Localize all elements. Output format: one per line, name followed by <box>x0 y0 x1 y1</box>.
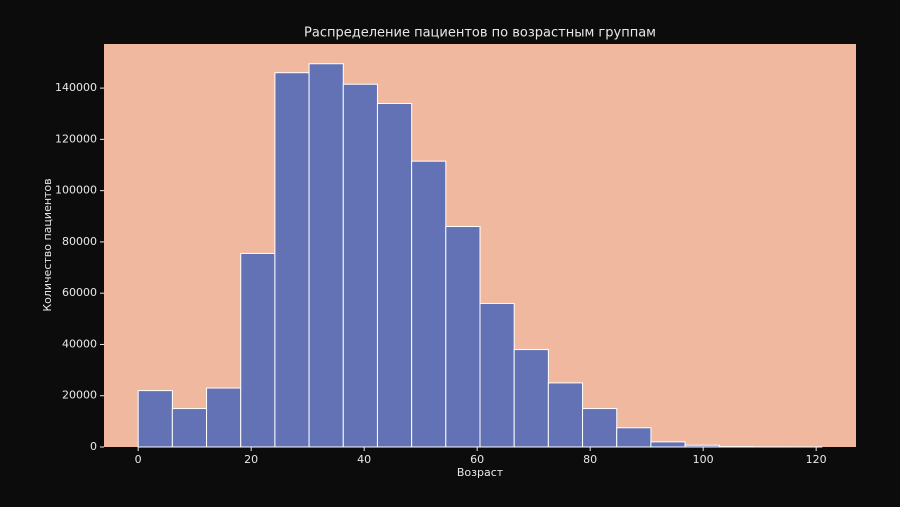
bar <box>137 390 173 448</box>
bar <box>582 408 618 448</box>
y-tick-label: 60000 <box>62 286 97 299</box>
bar <box>342 83 378 448</box>
y-tick-label: 140000 <box>55 81 97 94</box>
x-tick-label: 20 <box>244 453 258 466</box>
bar <box>171 408 208 448</box>
y-tick-label: 100000 <box>55 184 97 197</box>
bar <box>274 72 310 448</box>
y-tick-label: 20000 <box>62 389 97 402</box>
x-tick-label: 120 <box>806 453 827 466</box>
bar <box>616 427 652 448</box>
bar <box>308 63 344 448</box>
bar <box>513 349 549 448</box>
y-tick-label: 0 <box>90 440 97 453</box>
bar <box>376 102 413 448</box>
y-axis-label: Количество пациентов <box>41 178 54 311</box>
x-axis-label: Возраст <box>457 466 504 479</box>
bar <box>411 160 447 448</box>
bar <box>684 444 720 448</box>
x-tick-label: 0 <box>135 453 142 466</box>
bar <box>445 226 481 448</box>
bar <box>547 382 584 448</box>
x-tick-label: 80 <box>583 453 597 466</box>
chart-title: Распределение пациентов по возрастным гр… <box>304 26 656 41</box>
bar <box>206 387 242 448</box>
x-tick-label: 40 <box>357 453 371 466</box>
x-tick-label: 100 <box>693 453 714 466</box>
y-tick-label: 40000 <box>62 337 97 350</box>
y-tick-label: 120000 <box>55 132 97 145</box>
bar <box>240 252 276 448</box>
y-tick-label: 80000 <box>62 235 97 248</box>
bar <box>479 302 515 448</box>
bar <box>650 441 686 448</box>
x-tick-label: 60 <box>470 453 484 466</box>
